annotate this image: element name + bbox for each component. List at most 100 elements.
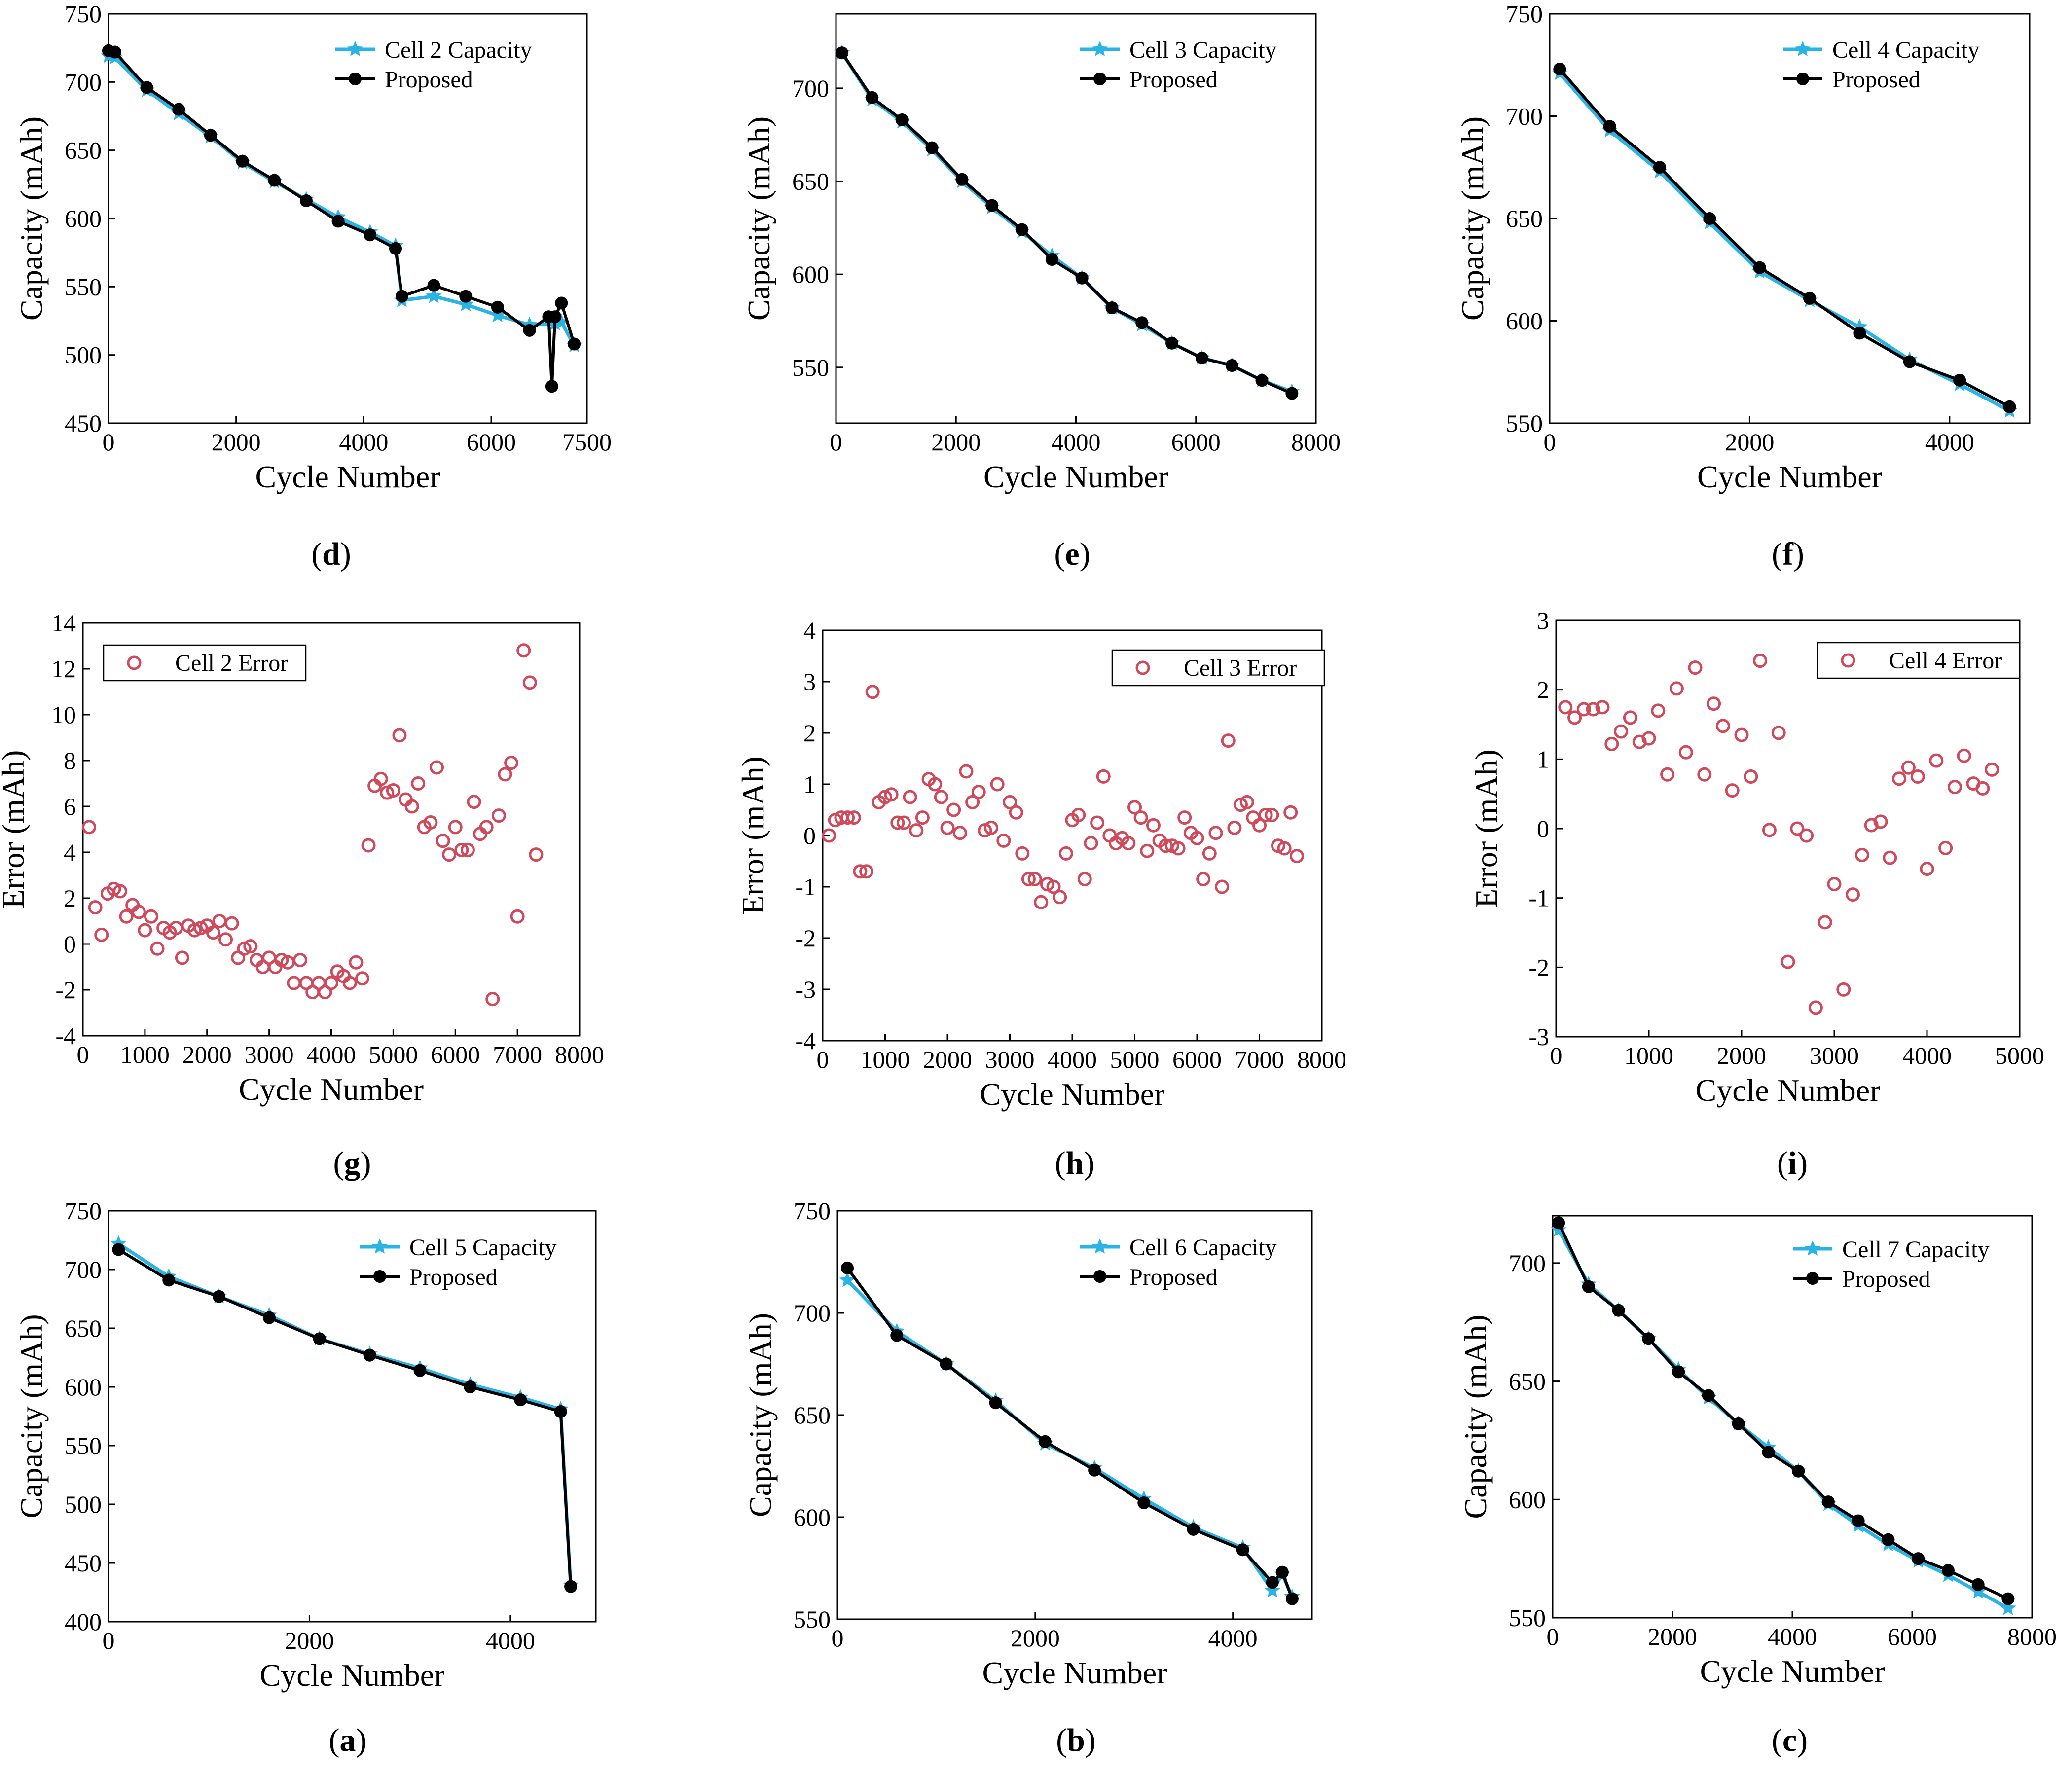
y-tick-label: -2: [795, 924, 816, 952]
plot-frame: [822, 629, 1323, 1042]
panel-letter: a: [340, 1722, 356, 1758]
error-point: [909, 823, 924, 838]
data-point-circle: [865, 91, 878, 104]
legend-box: [1817, 642, 2021, 679]
data-point-circle: [955, 173, 969, 186]
y-tick-label: 450: [65, 1549, 102, 1577]
data-point-circle: [1912, 1552, 1925, 1565]
data-point-circle: [1038, 1435, 1052, 1448]
data-point-circle: [1941, 1564, 1955, 1577]
x-tick-label: 4000: [1048, 1046, 1097, 1073]
error-point: [959, 764, 974, 779]
error-point: [1146, 818, 1161, 833]
x-tick-label: 2000: [923, 1046, 972, 1073]
data-point-circle: [1853, 327, 1866, 340]
data-point-circle: [1642, 1332, 1655, 1345]
data-point-circle: [1762, 1446, 1775, 1459]
error-point: [491, 808, 506, 823]
y-tick-label: -3: [1528, 1023, 1549, 1051]
error-point: [1102, 828, 1117, 843]
y-tick-label: 450: [65, 409, 102, 437]
y-tick-label: 2: [1537, 676, 1549, 704]
error-point: [386, 783, 400, 798]
data-point-circle: [514, 1393, 527, 1407]
error-point: [915, 810, 930, 825]
error-point: [1190, 831, 1204, 845]
data-point-circle: [299, 194, 313, 208]
x-tick-label: 2000: [285, 1627, 334, 1654]
data-point-circle: [1553, 63, 1566, 76]
data-point-circle: [1653, 161, 1666, 174]
data-point-circle: [464, 1380, 477, 1393]
data-point-circle: [1045, 253, 1058, 266]
y-tick-label: 550: [1509, 1604, 1546, 1632]
error-point: [1133, 810, 1148, 825]
legend-marker-circle: [1093, 73, 1106, 85]
panel-label: (c): [1772, 1722, 1808, 1758]
error-point: [952, 826, 967, 840]
error-point: [1077, 872, 1092, 886]
y-tick-label: 500: [65, 1490, 102, 1518]
legend-entry-proposed: Proposed: [385, 67, 473, 93]
legend-marker-star: [371, 1238, 388, 1254]
error-point: [1892, 771, 1907, 786]
error-point: [293, 953, 308, 968]
error-point: [984, 820, 999, 835]
data-point-circle: [940, 1357, 953, 1371]
error-point: [218, 932, 233, 947]
x-tick-label: 1000: [120, 1041, 170, 1068]
error-point: [1289, 849, 1304, 864]
error-point: [1202, 846, 1217, 861]
data-point-circle: [1703, 212, 1716, 225]
x-tick-label: 7000: [1235, 1046, 1284, 1073]
error-point: [1196, 872, 1211, 886]
error-point: [1171, 841, 1186, 856]
panel-letter: g: [344, 1145, 361, 1181]
error-point: [1027, 872, 1042, 886]
error-point: [175, 950, 189, 965]
data-point-circle: [1903, 355, 1916, 368]
error-point: [1715, 719, 1730, 733]
y-tick-label: 650: [792, 168, 829, 195]
error-point: [349, 955, 364, 970]
panel-letter: e: [1065, 536, 1079, 572]
error-point: [1734, 727, 1749, 742]
legend-marker-error: [1135, 660, 1150, 675]
x-tick-label: 0: [77, 1041, 89, 1068]
error-point: [1121, 836, 1136, 851]
data-point-circle: [162, 1273, 176, 1287]
panel-letter: c: [1782, 1722, 1797, 1758]
error-point: [1221, 733, 1236, 748]
error-point: [1688, 660, 1703, 675]
legend-entry-measured: Cell 7 Capacity: [1842, 1236, 1990, 1263]
x-tick-label: 6000: [467, 428, 516, 456]
y-tick-label: 3: [1537, 607, 1549, 634]
x-tick-label: 0: [832, 1624, 844, 1652]
x-tick-label: 7000: [493, 1041, 542, 1068]
error-point: [119, 909, 134, 924]
error-point: [522, 675, 537, 690]
y-axis-label: Capacity (mAh): [743, 1313, 778, 1517]
data-point-circle: [491, 300, 504, 314]
error-point: [342, 976, 357, 990]
data-point-circle: [1753, 261, 1766, 274]
series-line-proposed: [1559, 68, 2010, 408]
data-point-circle: [172, 103, 185, 116]
error-point: [361, 838, 376, 853]
legend-box: [103, 644, 307, 682]
legend: Cell 3 Capacity Proposed: [1080, 37, 1277, 93]
y-tick-label: 600: [792, 260, 829, 288]
x-tick-label: 3000: [1810, 1042, 1859, 1069]
error-point: [1558, 700, 1573, 715]
error-point: [113, 884, 128, 899]
y-tick-label: 12: [51, 655, 76, 683]
y-tick-label: 550: [794, 1605, 831, 1633]
error-point: [1208, 826, 1223, 840]
error-point: [1046, 879, 1061, 894]
y-tick-label: 8: [64, 747, 76, 774]
data-point-star: [1264, 1582, 1280, 1598]
plot-frame: [1552, 1215, 2033, 1619]
data-point-circle: [1225, 359, 1238, 372]
y-tick-label: 0: [803, 822, 816, 849]
